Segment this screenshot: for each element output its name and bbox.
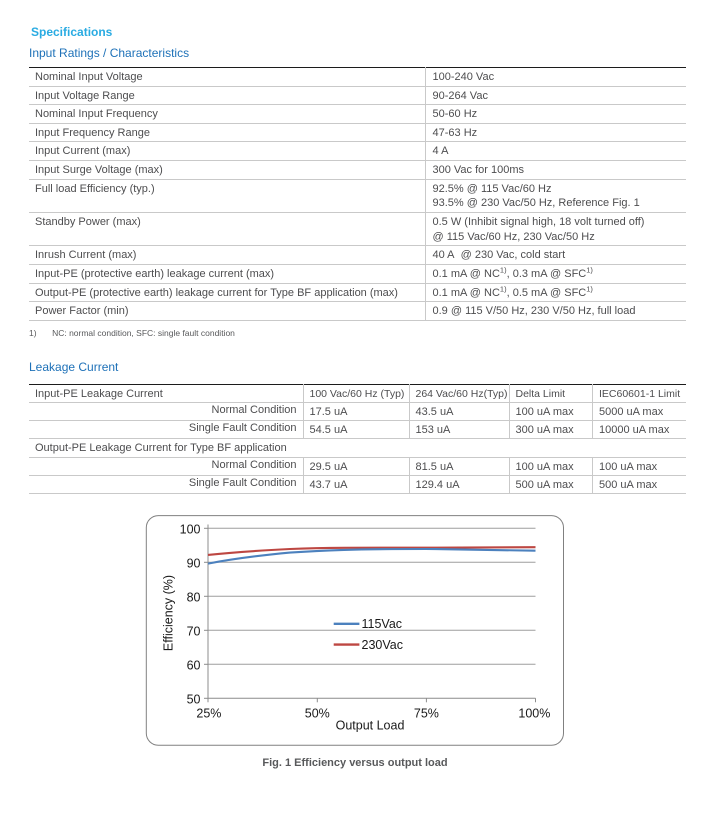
svg-text:50%: 50%	[305, 706, 330, 720]
svg-text:100: 100	[180, 523, 201, 537]
svg-text:75%: 75%	[414, 706, 439, 720]
svg-text:115Vac: 115Vac	[362, 617, 403, 631]
svg-text:90: 90	[187, 557, 201, 571]
svg-text:80: 80	[187, 591, 201, 605]
svg-text:60: 60	[187, 659, 201, 673]
svg-text:100%: 100%	[518, 706, 550, 720]
svg-text:230Vac: 230Vac	[362, 638, 403, 652]
svg-text:50: 50	[187, 693, 201, 707]
svg-text:Efficiency (%): Efficiency (%)	[162, 575, 176, 651]
svg-text:Output Load: Output Load	[336, 718, 405, 732]
svg-text:25%: 25%	[196, 706, 221, 720]
svg-text:70: 70	[187, 625, 201, 639]
